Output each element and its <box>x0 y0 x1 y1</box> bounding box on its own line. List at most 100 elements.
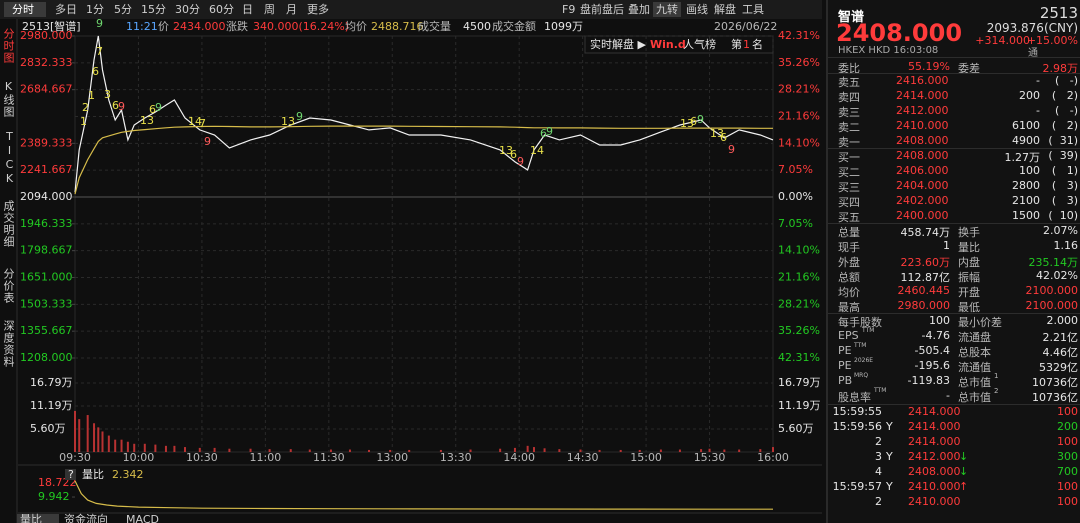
y2-tick-label: 7.05% <box>778 217 813 230</box>
period-tab[interactable]: 日 <box>242 3 253 16</box>
quote-panel: 智谱 2513 2408.000 2093.876(CNY) +314.000 +15.0… <box>826 0 1080 523</box>
value: 1 <box>943 239 950 252</box>
trade-price: 2414.000 <box>908 435 961 448</box>
trade-volume: 100 <box>1057 495 1078 508</box>
trade-volume: 300 <box>1057 450 1078 463</box>
volume-bar <box>78 419 81 452</box>
side-tab[interactable]: K线图 <box>2 80 15 118</box>
period-tab[interactable]: 15分 <box>141 3 166 16</box>
trade-volume: 100 <box>1057 435 1078 448</box>
y-tick-label: 2832.333 <box>20 56 73 69</box>
value: 235.14万 <box>1028 256 1079 269</box>
trade-flag: Y <box>886 450 893 463</box>
label: 量比 <box>958 241 980 254</box>
period-tab[interactable]: 60分 <box>209 3 234 16</box>
volume-bar <box>289 449 292 452</box>
trade-time: 15:59:56 <box>832 420 882 433</box>
period-tab[interactable]: 30分 <box>175 3 200 16</box>
y-tick-label: 1355.667 <box>20 324 73 337</box>
volume-bar <box>143 443 146 452</box>
tool-button[interactable]: 叠加 <box>628 3 650 16</box>
value: 2.98万 <box>1042 62 1079 75</box>
volume-bar <box>228 448 231 452</box>
td-mark: 14 <box>188 115 202 128</box>
x-tick-label: 11:30 <box>313 451 345 464</box>
volume-bar <box>579 449 582 452</box>
td-mark: 9 <box>728 143 735 156</box>
side-tab[interactable]: 分价表 <box>2 268 15 304</box>
td-mark: 6 <box>510 148 517 161</box>
volume-bar <box>439 449 442 452</box>
label: 总市值 <box>958 391 991 404</box>
y2-tick-label: 5.60万 <box>778 422 814 435</box>
x-tick-label: 13:00 <box>376 451 408 464</box>
bottom-tab[interactable]: 量比 <box>20 513 42 523</box>
value: 223.60万 <box>900 256 951 269</box>
volume-bar <box>101 431 104 452</box>
y-tick-label: 1651.000 <box>20 271 73 284</box>
y2-tick-label: 35.26% <box>778 56 820 69</box>
td-mark: 6 <box>690 115 697 128</box>
volume-bar <box>97 427 100 452</box>
y-tick-label: 11.19万 <box>30 399 73 412</box>
td-mark: 6 <box>112 99 119 112</box>
period-tab[interactable]: 5分 <box>114 3 132 16</box>
background <box>0 0 822 523</box>
period-tab[interactable]: 分时 <box>12 3 34 16</box>
y-tick-label: 2980.000 <box>20 29 73 42</box>
volume-bar <box>154 444 157 452</box>
y2-tick-label: 11.19万 <box>778 399 821 412</box>
label-sup: TTM <box>862 327 875 334</box>
side-tab[interactable]: 深度资料 <box>2 320 15 368</box>
td-mark: 1 <box>80 115 87 128</box>
label: 每手股数 <box>838 316 882 329</box>
trade-flag: Y <box>886 420 893 433</box>
period-tab[interactable]: 周 <box>264 3 275 16</box>
td-mark: 6 <box>540 127 547 140</box>
info-change: 340.000(16.24%) <box>253 20 349 33</box>
y-tick-label: 1798.667 <box>20 244 73 257</box>
info-avg: 2488.716 <box>371 20 424 33</box>
tool-button[interactable]: 工具 <box>742 3 764 16</box>
value: 55.19% <box>908 60 950 73</box>
y-tick-label: 1946.333 <box>20 217 73 230</box>
tool-button[interactable]: 盘前盘后 <box>580 2 624 16</box>
label: 总量 <box>838 226 860 239</box>
tag: 通 <box>1028 48 1038 59</box>
volume-bar <box>678 449 681 452</box>
divider <box>828 404 1080 405</box>
trade-price: 2414.000 <box>908 405 961 418</box>
bottom-tab[interactable]: 资金流向 <box>64 512 108 523</box>
tool-button[interactable]: F9 <box>562 3 575 16</box>
y2-tick-label: 0.00% <box>778 190 813 203</box>
side-tab[interactable]: 分时图 <box>2 28 15 64</box>
x-tick-label: 14:00 <box>503 451 535 464</box>
book-count: ( 2) <box>1051 119 1078 132</box>
trade-price: 2414.000 <box>908 420 961 433</box>
period-tab[interactable]: 多日 <box>55 2 77 16</box>
volume-bar <box>543 448 546 452</box>
trade-volume: 100 <box>1057 480 1078 493</box>
side-tab[interactable]: 成交明细 <box>2 200 15 248</box>
label: 开盘 <box>958 286 980 299</box>
tool-button[interactable]: 画线 <box>686 2 708 16</box>
price-line <box>74 35 774 193</box>
bottom-tab[interactable]: MACD <box>126 513 159 523</box>
side-tab[interactable]: TICK <box>3 130 16 186</box>
period-tab[interactable]: 1分 <box>86 3 104 16</box>
y2-tick-label: 16.79万 <box>778 376 821 389</box>
book-count: ( -) <box>1054 104 1078 117</box>
tool-button[interactable]: 解盘 <box>714 2 736 16</box>
tool-active <box>653 2 681 17</box>
trade-price: 2410.000 <box>908 480 961 493</box>
book-count: ( 1) <box>1051 164 1078 177</box>
label-sup: MRQ <box>854 372 869 379</box>
period-tab[interactable]: 月 <box>286 3 297 16</box>
td-mark: 9 <box>296 110 303 123</box>
tool-button[interactable]: 九转 <box>656 2 678 16</box>
td-mark: 13 <box>710 127 724 140</box>
period-tab[interactable]: 更多 <box>307 2 329 16</box>
value: 112.87亿 <box>900 271 951 284</box>
book-price: 2408.000 <box>896 134 949 147</box>
book-label: 卖一 <box>838 136 860 149</box>
